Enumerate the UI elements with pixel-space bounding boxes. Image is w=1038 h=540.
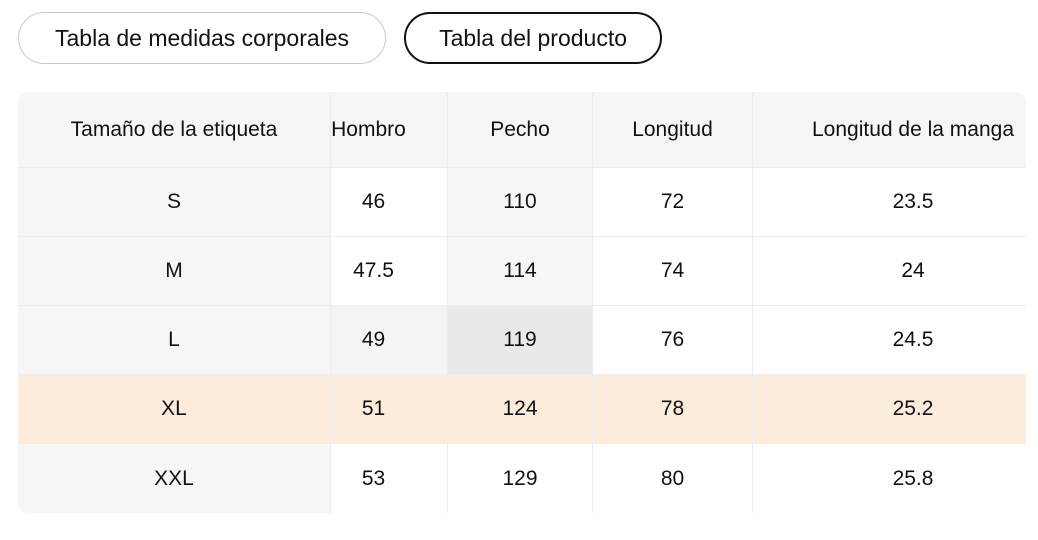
value-cell[interactable]: 25.2: [753, 375, 1026, 444]
column-header: Pecho: [448, 92, 593, 168]
value-cell[interactable]: 76: [593, 306, 753, 375]
table-header-row: Tamaño de la etiqueta Hombro Pecho Longitud…: [18, 92, 1026, 168]
column-header: Longitud: [593, 92, 753, 168]
value-cell[interactable]: 80: [593, 444, 753, 513]
value-cell[interactable]: 110: [448, 168, 593, 237]
table-row: L 49 119 76 24.5: [18, 306, 1026, 375]
size-cell[interactable]: XL: [18, 375, 331, 444]
value-cell[interactable]: 129: [448, 444, 593, 513]
size-cell[interactable]: XXL: [18, 444, 331, 513]
value-cell[interactable]: 114: [448, 237, 593, 306]
value-cell[interactable]: 23.5: [753, 168, 1026, 237]
value-cell[interactable]: 124: [448, 375, 593, 444]
size-cell[interactable]: M: [18, 237, 331, 306]
value-cell[interactable]: 25.8: [753, 444, 1026, 513]
size-cell[interactable]: S: [18, 168, 331, 237]
table-row: S 46 110 72 23.5: [18, 168, 1026, 237]
size-cell[interactable]: L: [18, 306, 331, 375]
table-row: M 47.5 114 74 24: [18, 237, 1026, 306]
value-cell[interactable]: 24: [753, 237, 1026, 306]
table-row: XL 51 124 78 25.2: [18, 375, 1026, 444]
value-cell[interactable]: 74: [593, 237, 753, 306]
value-cell[interactable]: 72: [593, 168, 753, 237]
column-header: Tamaño de la etiqueta: [18, 92, 331, 168]
value-cell[interactable]: 119: [448, 306, 593, 375]
value-cell[interactable]: 24.5: [753, 306, 1026, 375]
column-header: Longitud de la manga: [753, 92, 1026, 168]
tab-body-measurements[interactable]: Tabla de medidas corporales: [18, 12, 387, 64]
size-chart-tabs: Tabla de medidas corporales Tabla del pr…: [0, 0, 1038, 64]
tab-product-measurements[interactable]: Tabla del producto: [404, 12, 663, 64]
size-table: Tamaño de la etiqueta Hombro Pecho Longitud…: [18, 92, 1026, 513]
value-cell[interactable]: 78: [593, 375, 753, 444]
table-row: XXL 53 129 80 25.8: [18, 444, 1026, 513]
size-table-scroll-area[interactable]: Tamaño de la etiqueta Hombro Pecho Longitud…: [18, 92, 1026, 513]
